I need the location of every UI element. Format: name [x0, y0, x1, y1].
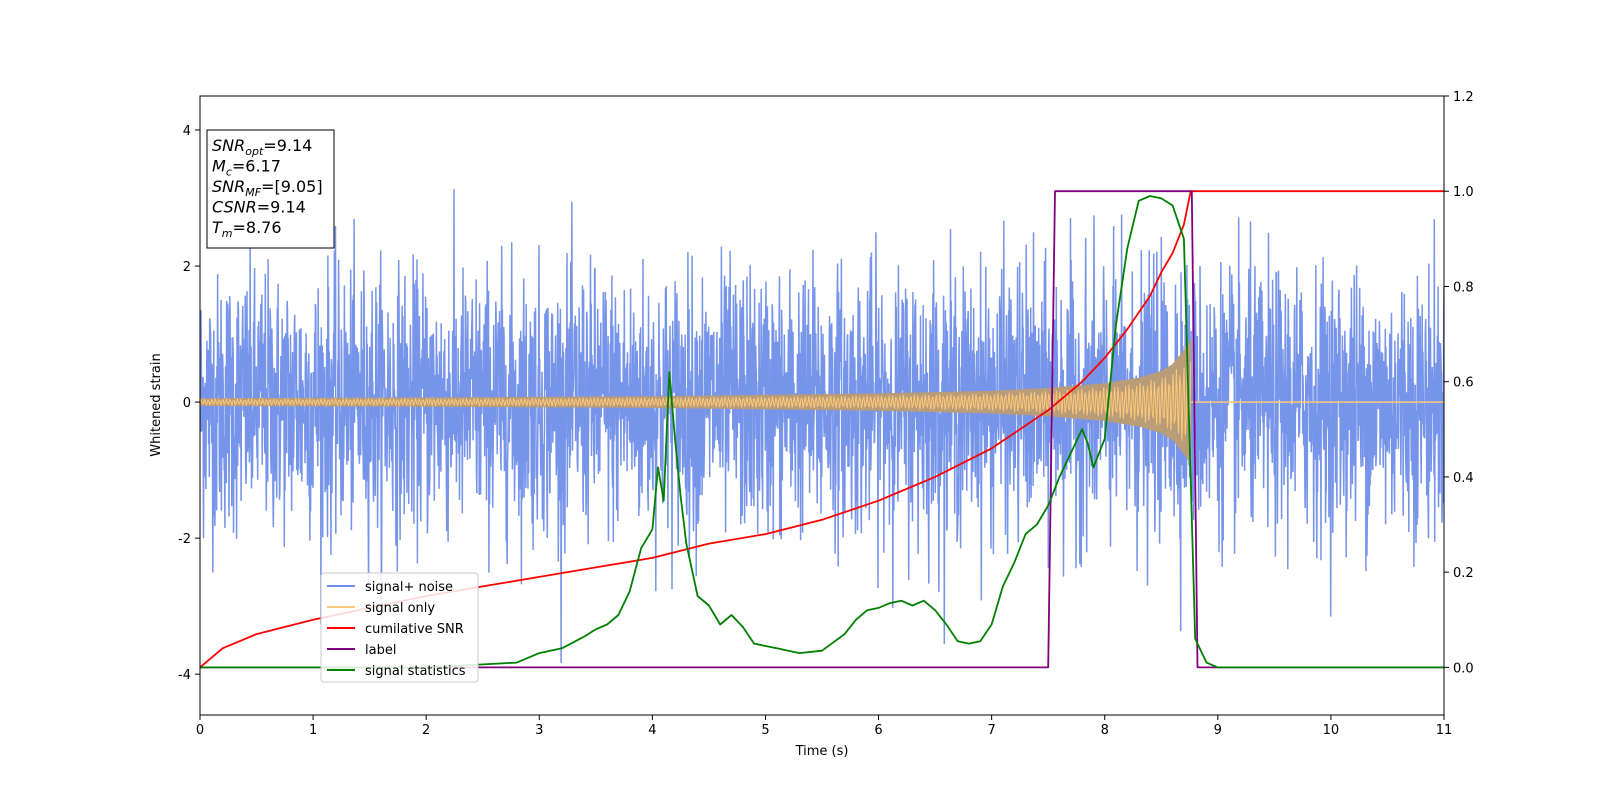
annotation-line: SNRopt=9.14	[212, 136, 312, 158]
x-tick-label: 10	[1323, 723, 1340, 738]
plot-frame	[199, 95, 1445, 716]
y-tick: 4	[183, 124, 200, 139]
y2-tick: 0.2	[1444, 566, 1474, 581]
x-tick-label: 8	[1101, 723, 1109, 738]
legend-entry: cumilative SNR	[327, 622, 464, 637]
legend-frame	[320, 572, 479, 683]
x-tick-label: 11	[1436, 723, 1453, 738]
y2-tick: 0.6	[1444, 376, 1474, 391]
x-axis: 0 1 2 3 4 5 6 7 8 9 10 11	[196, 715, 1452, 738]
x-tick: 6	[874, 715, 883, 738]
x-tick-label: 2	[422, 723, 430, 738]
y-tick: 2	[183, 260, 200, 275]
y2-tick: 0.8	[1444, 280, 1474, 295]
signal-only-line	[200, 357, 1192, 441]
legend-label: cumilative SNR	[365, 622, 464, 637]
y2-tick: 1.2	[1444, 90, 1474, 105]
y-tick-label: -4	[178, 668, 191, 683]
legend-label: signal only	[365, 601, 435, 616]
legend-entry: label	[327, 643, 396, 658]
x-tick: 5	[761, 715, 770, 738]
x-tick: 9	[1214, 715, 1222, 738]
x-tick-label: 7	[987, 723, 995, 738]
legend-entry: signal+ noise	[327, 580, 453, 595]
x-tick-label: 1	[309, 723, 317, 738]
x-tick: 3	[535, 715, 543, 738]
y-axis-left: -4 -2 0 2 4	[178, 124, 200, 683]
x-tick: 1	[309, 715, 317, 738]
x-tick: 7	[987, 715, 996, 738]
y-axis-right: 0.0 0.2 0.4 0.6 0.8 1.0 1.2	[1444, 90, 1474, 676]
x-tick-label: 9	[1214, 723, 1222, 738]
series-signal-noise	[200, 189, 1444, 663]
x-tick-label: 4	[648, 723, 656, 738]
legend-label: label	[365, 643, 396, 658]
y2-tick: 0.4	[1444, 471, 1474, 486]
y-tick: -4	[178, 668, 200, 683]
y2-tick-label: 0.8	[1453, 280, 1474, 295]
y2-tick-label: 1.2	[1453, 90, 1474, 105]
x-axis-label: Time (s)	[795, 744, 849, 759]
x-tick: 11	[1436, 715, 1453, 738]
y2-tick-label: 0.6	[1453, 376, 1474, 391]
x-tick: 8	[1101, 715, 1109, 738]
y-tick-label: -2	[178, 532, 191, 547]
y-tick-label: 2	[183, 260, 191, 275]
y-tick-label: 4	[183, 124, 191, 139]
x-tick: 4	[648, 715, 657, 738]
legend-label: signal+ noise	[365, 580, 453, 595]
signal-statistics-line	[200, 195, 1444, 669]
legend: signal+ noise signal only cumilative SNR la…	[320, 572, 479, 683]
y-tick: -2	[178, 532, 200, 547]
annotation-line: CSNR=9.14	[212, 198, 306, 217]
y2-tick-label: 0.2	[1453, 566, 1474, 581]
annotation-frame	[206, 129, 335, 249]
annotation-line: SNRMF=[9.05]	[212, 177, 323, 199]
annotation-line: Tm=8.76	[212, 218, 282, 240]
y-axis-label: Whitened strain	[149, 353, 164, 456]
x-tick: 10	[1323, 715, 1340, 738]
legend-label: signal statistics	[365, 664, 466, 679]
legend-entry: signal only	[327, 601, 435, 616]
annotation-line: Mc=6.17	[212, 157, 281, 179]
x-tick: 2	[422, 715, 430, 738]
y2-tick-label: 1.0	[1453, 185, 1474, 200]
y-tick-label: 0	[183, 396, 191, 411]
x-tick-label: 6	[874, 723, 882, 738]
y2-tick-label: 0.0	[1453, 661, 1474, 676]
annotation-box: SNRopt=9.14Mc=6.17SNRMF=[9.05]CSNR=9.14T…	[206, 129, 335, 249]
y2-tick-label: 0.4	[1453, 471, 1474, 486]
y2-tick: 0.0	[1444, 661, 1474, 676]
signal-noise-line	[200, 189, 1444, 663]
x-tick: 0	[196, 715, 204, 738]
x-tick-label: 3	[535, 723, 543, 738]
y2-tick: 1.0	[1444, 185, 1474, 200]
x-tick-label: 5	[761, 723, 769, 738]
x-tick-label: 0	[196, 723, 204, 738]
y-tick: 0	[183, 396, 200, 411]
series-signal-statistics	[200, 195, 1444, 669]
legend-entry: signal statistics	[327, 664, 466, 679]
